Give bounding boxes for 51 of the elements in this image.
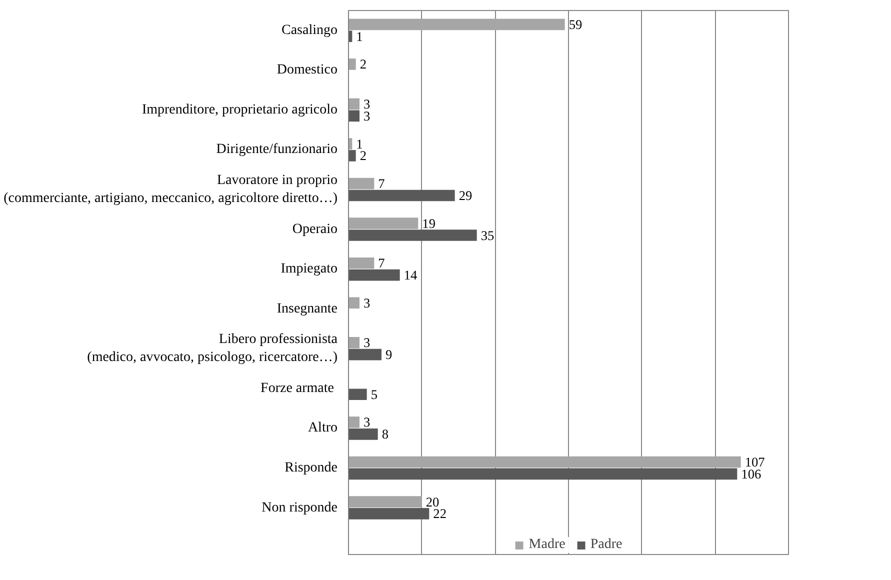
y-tick-label: Operaio: [292, 222, 338, 237]
bar: [348, 218, 418, 229]
bar: [348, 456, 741, 468]
data-label: 19: [422, 216, 436, 231]
bar: [348, 416, 360, 428]
data-label: 3: [364, 414, 370, 430]
data-label: 29: [458, 188, 472, 203]
data-label: 8: [382, 426, 389, 442]
data-label: 2: [360, 56, 367, 72]
y-tick-label: Non risponde: [262, 500, 338, 516]
legend-label: Padre: [590, 537, 622, 553]
y-tick-label: Impiegato: [280, 262, 338, 277]
bar: [348, 98, 360, 110]
y-tick-label: Imprenditore, proprietario agricolo: [142, 102, 338, 118]
data-label: 9: [386, 347, 392, 362]
data-label: 14: [404, 268, 418, 283]
data-label: 3: [364, 295, 370, 310]
bar: [348, 508, 430, 520]
data-label: 1: [356, 28, 363, 44]
y-tick-label: Forze armate: [260, 380, 334, 396]
bar: [348, 388, 367, 400]
bar: [348, 150, 356, 162]
bar: [348, 178, 374, 190]
bar: [348, 257, 374, 269]
y-tick-label: Insegnante: [276, 301, 338, 316]
bar: [348, 468, 738, 480]
bar: [348, 18, 565, 30]
y-tick-label: Lavoratore in proprio (commerciante, artigiano, meccanico, agricoltore diretto…): [4, 173, 338, 206]
y-tick-label: Casalingo: [282, 22, 338, 38]
bar: [348, 58, 356, 70]
data-label: 7: [378, 176, 386, 192]
legend-label: Madre: [528, 537, 566, 553]
data-label: 35: [480, 228, 494, 243]
y-tick-label: Domestico: [276, 62, 338, 78]
y-tick-label: Dirigente/funzionario: [216, 142, 338, 158]
y-tick-label: Risponde: [284, 460, 338, 476]
bar: [348, 348, 382, 360]
y-tick-label: Altro: [308, 420, 338, 436]
bar: [348, 496, 422, 508]
bar: [348, 190, 455, 202]
data-label: 7: [378, 256, 386, 271]
bar: [348, 337, 360, 348]
bar: [348, 110, 360, 122]
y-tick-label: Libero professionista (medico, avvocato, psicologo, ricercatore…): [87, 332, 338, 366]
bar: [348, 269, 400, 281]
data-label: 3: [364, 335, 370, 350]
bar: [348, 428, 378, 440]
data-label: 5: [370, 386, 378, 402]
bar: [348, 297, 360, 309]
bar: [348, 230, 477, 241]
data-label: 59: [568, 16, 582, 32]
